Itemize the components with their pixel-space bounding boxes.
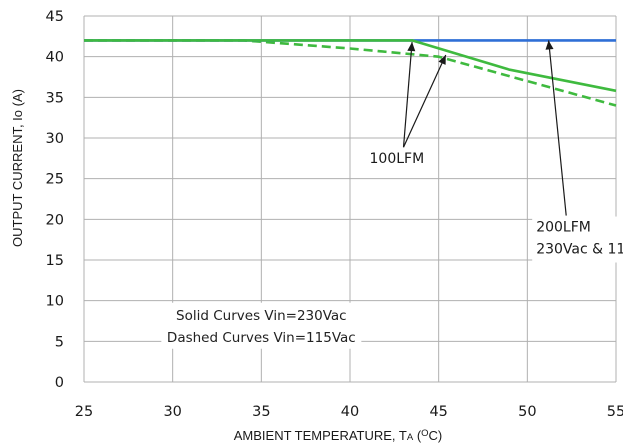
x-tick-label-50: 50 <box>518 404 536 420</box>
y-tick-label-25: 25 <box>46 172 64 188</box>
annotation-arrow-100lfm-0 <box>402 41 413 148</box>
x-axis-title: AMBIENT TEMPERATURE, TA (OC) <box>234 428 443 443</box>
y-tick-label-15: 15 <box>46 253 64 269</box>
annotation-label-100lfm-0: 100LFM <box>370 151 425 167</box>
series-layer <box>84 39 617 107</box>
x-axis-title-main: AMBIENT TEMPERATURE, T <box>234 428 407 443</box>
x-tick-label-30: 30 <box>163 404 181 420</box>
y-tick-label-35: 35 <box>46 90 64 106</box>
y-tick-labels: 0 5 10 15 20 25 30 35 40 45 <box>46 9 64 391</box>
annotations: 100LFM 200LFM 230Vac & 115Vac <box>365 40 623 263</box>
y-tick-label-45: 45 <box>46 9 64 25</box>
y-tick-label-0: 0 <box>55 375 64 391</box>
x-tick-label-40: 40 <box>341 404 359 420</box>
x-tick-label-25: 25 <box>75 404 93 420</box>
x-axis-title-subscript: A <box>407 432 414 443</box>
x-axis-title-unit-open: ( <box>413 428 422 443</box>
note-dashed-curves: Dashed Curves Vin=115Vac <box>167 330 356 346</box>
annotation-arrowhead-100lfm-0 <box>407 42 416 52</box>
y-axis-title: OUTPUT CURRENT, Io (A) <box>10 89 25 247</box>
annotation-arrowhead-200lfm-0 <box>545 40 554 50</box>
annotation-bg-200lfm <box>532 216 623 263</box>
note-background <box>161 302 362 349</box>
y-tick-label-5: 5 <box>55 334 64 350</box>
annotation-arrow-100lfm-1 <box>402 54 447 148</box>
annotation-arrow-200lfm-0 <box>548 40 567 216</box>
x-tick-label-55: 55 <box>607 404 623 420</box>
annotation-label-200lfm-0: 200LFM <box>536 220 591 236</box>
note-solid-curves: Solid Curves Vin=230Vac <box>176 308 347 324</box>
annotation-arrowhead-100lfm-1 <box>438 55 446 65</box>
annotation-bg-100lfm <box>365 148 428 173</box>
x-axis-title-unit-close: C) <box>429 428 443 443</box>
x-tick-label-45: 45 <box>429 404 447 420</box>
annotation-label-200lfm-1: 230Vac & 115Vac <box>536 242 623 258</box>
x-tick-label-35: 35 <box>252 404 270 420</box>
x-axis-title-degree: O <box>421 428 428 439</box>
note-box: Solid Curves Vin=230Vac Dashed Curves Vi… <box>161 302 362 349</box>
y-tick-label-30: 30 <box>46 131 64 147</box>
x-tick-labels: 25 30 35 40 45 50 55 <box>75 404 623 420</box>
y-tick-label-20: 20 <box>46 212 64 228</box>
y-tick-label-10: 10 <box>46 294 64 310</box>
y-tick-label-40: 40 <box>46 50 64 66</box>
series-line-1 <box>84 39 617 93</box>
